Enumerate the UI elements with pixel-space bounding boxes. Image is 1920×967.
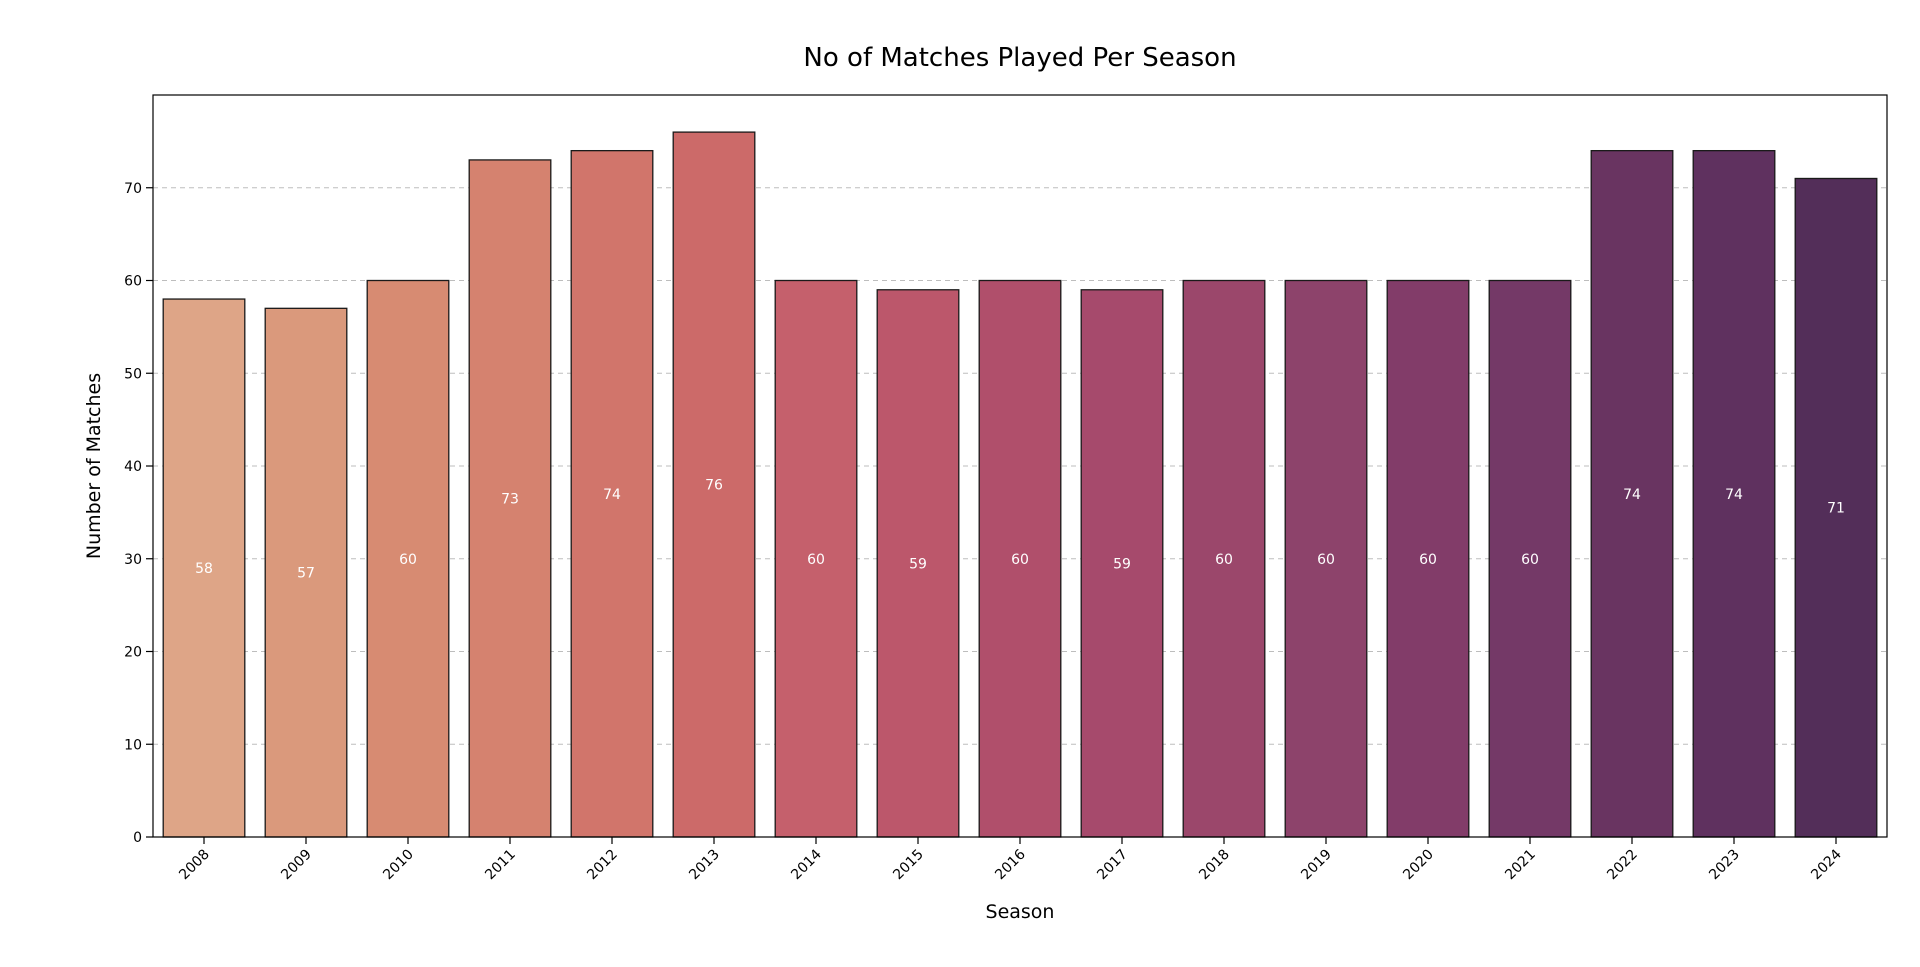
x-tick-label: 2013: [686, 847, 723, 884]
y-tick-label: 30: [124, 552, 142, 568]
x-tick-label: 2012: [584, 847, 621, 884]
bar-value-label: 60: [1521, 552, 1539, 568]
x-tick-label: 2018: [1196, 847, 1233, 884]
x-tick-label: 2020: [1400, 847, 1437, 884]
x-tick-label: 2008: [176, 847, 213, 884]
x-tick-label: 2015: [890, 847, 927, 884]
y-tick-label: 0: [133, 830, 142, 846]
y-axis-ticks: 0 10 20 30 40 50 60 70: [124, 181, 153, 846]
bar-value-label: 60: [807, 552, 825, 568]
y-tick-label: 50: [124, 366, 142, 382]
x-tick-label: 2009: [278, 847, 315, 884]
bar-value-label: 60: [1011, 552, 1029, 568]
bar-2020: [1386, 279, 1470, 838]
bar-2023: [1692, 149, 1776, 838]
bar-value-label: 73: [501, 491, 519, 507]
bar-value-labels: 58 57 60 73 74 76 60 59 60 59 60 60 60 60 74 74 71: [195, 478, 1845, 582]
y-tick-label: 20: [124, 645, 142, 661]
bar-2015: [876, 289, 960, 838]
x-axis-label: Season: [986, 901, 1055, 923]
x-axis-ticks: 2008 2009 2010 2011 2012 2013 2014 2015 2016 2017…: [176, 837, 1845, 883]
bar-2014: [774, 279, 858, 838]
x-tick-label: 2014: [788, 846, 825, 883]
bar-2008: [162, 298, 246, 838]
bar-value-label: 74: [1725, 487, 1743, 503]
x-tick-label: 2024: [1808, 846, 1845, 883]
x-tick-label: 2011: [482, 847, 519, 884]
x-tick-label: 2019: [1298, 847, 1335, 884]
bar-value-label: 60: [399, 552, 417, 568]
bar-value-label: 60: [1215, 552, 1233, 568]
x-tick-label: 2017: [1094, 847, 1131, 884]
bar-value-label: 76: [705, 478, 723, 494]
x-tick-label: 2010: [380, 847, 417, 884]
bar-2009: [264, 307, 348, 838]
x-tick-label: 2016: [992, 846, 1029, 883]
bar-value-label: 57: [297, 566, 315, 582]
y-tick-label: 60: [124, 274, 142, 290]
bar-value-label: 74: [1623, 487, 1641, 503]
bar-2016: [978, 279, 1062, 838]
bars: [162, 131, 1878, 838]
bar-2024: [1794, 177, 1878, 838]
bar-value-label: 60: [1419, 552, 1437, 568]
bar-value-label: 58: [195, 561, 213, 577]
x-tick-label: 2021: [1502, 847, 1539, 884]
x-tick-label: 2022: [1604, 847, 1641, 884]
bar-2018: [1182, 279, 1266, 838]
y-axis-label: Number of Matches: [83, 373, 105, 559]
bar-value-label: 60: [1317, 552, 1335, 568]
y-tick-label: 10: [124, 737, 142, 753]
bar-value-label: 59: [1113, 556, 1131, 572]
x-tick-label: 2023: [1706, 847, 1743, 884]
chart-title: No of Matches Played Per Season: [803, 43, 1236, 73]
bar-2022: [1590, 149, 1674, 838]
bar-2021: [1488, 279, 1572, 838]
bar-value-label: 59: [909, 556, 927, 572]
bar-value-label: 74: [603, 487, 621, 503]
y-tick-label: 70: [124, 181, 142, 197]
bar-2017: [1080, 289, 1164, 838]
bar-value-label: 71: [1827, 501, 1845, 517]
bar-2019: [1284, 279, 1368, 838]
y-tick-label: 40: [124, 459, 142, 475]
